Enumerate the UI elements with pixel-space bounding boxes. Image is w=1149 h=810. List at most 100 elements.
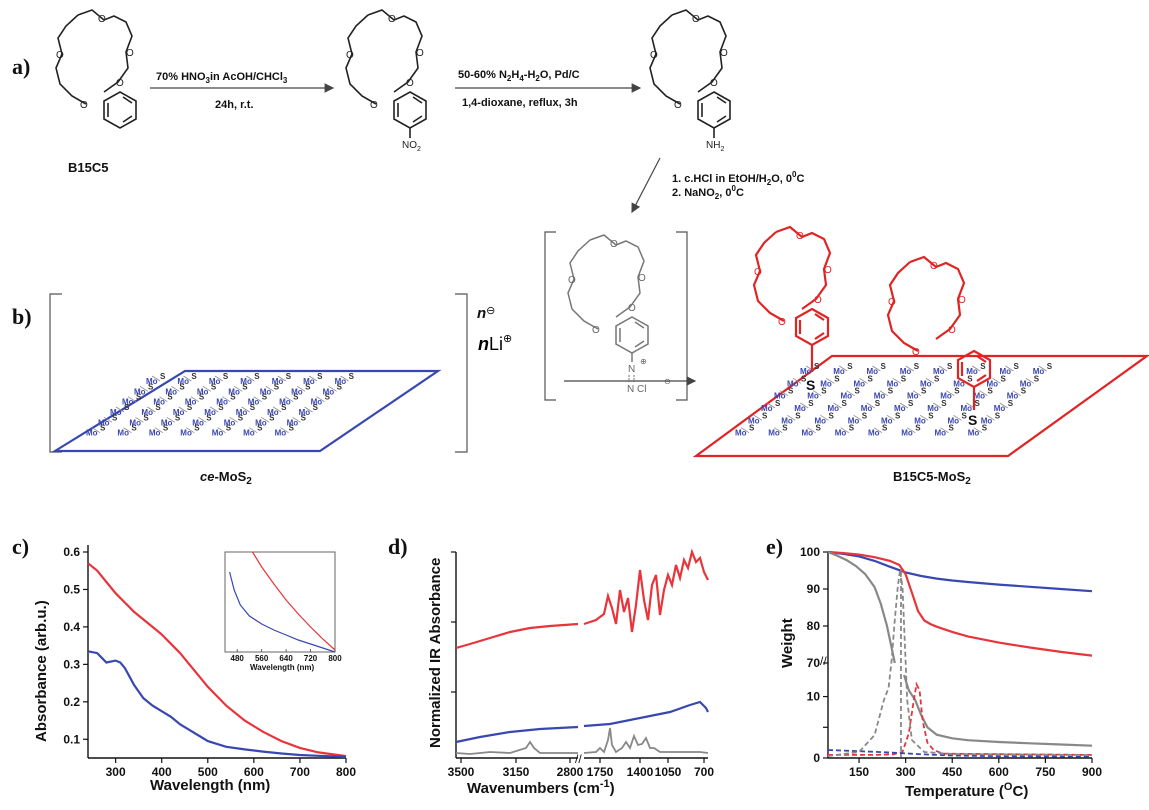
x-tick-label: 3150 bbox=[503, 765, 530, 779]
atom-o: O bbox=[406, 78, 414, 89]
bond bbox=[907, 427, 916, 434]
x-tick-label: 1400 bbox=[627, 765, 654, 779]
y-tick-label: 10 bbox=[807, 690, 821, 704]
atom-o: O bbox=[720, 48, 728, 59]
bond bbox=[214, 375, 224, 382]
bond bbox=[866, 402, 875, 409]
bond bbox=[859, 377, 868, 384]
atom-o: O bbox=[814, 295, 822, 306]
s-atom: S bbox=[301, 413, 307, 422]
bond bbox=[905, 365, 914, 372]
inset-x-tick-label: 800 bbox=[328, 654, 342, 663]
atom-o: O bbox=[56, 50, 64, 61]
mo-atom: Mo bbox=[800, 367, 812, 376]
molecule-benzo-15-crown-5: O O O O O bbox=[55, 9, 137, 129]
s-atom: S bbox=[988, 387, 994, 396]
s-atom: S bbox=[218, 403, 224, 412]
atom-o: O bbox=[692, 14, 700, 25]
bond bbox=[820, 414, 829, 421]
bond bbox=[840, 427, 849, 434]
lithium-counterion: nLi⊕ bbox=[478, 333, 512, 354]
panel-label-d: d) bbox=[388, 534, 408, 559]
bond bbox=[159, 396, 168, 403]
inset-x-tick-label: 640 bbox=[279, 654, 293, 663]
mo-atom: Mo bbox=[833, 367, 845, 376]
mo-atom: Mo bbox=[768, 429, 780, 438]
s-atom: S bbox=[289, 424, 295, 433]
bond bbox=[999, 402, 1008, 409]
mo-atom: Mo bbox=[260, 387, 272, 396]
bond bbox=[846, 390, 855, 397]
s-atom: S bbox=[782, 424, 788, 433]
bond bbox=[800, 402, 809, 409]
x-tick-label: 500 bbox=[198, 765, 218, 779]
bond bbox=[127, 396, 137, 403]
y-tick-label: 100 bbox=[800, 545, 820, 559]
s-atom: S bbox=[262, 393, 268, 402]
step1-conditions: 70% HNO3in AcOH/CHCl3 bbox=[156, 71, 288, 85]
s-atom: S bbox=[967, 374, 973, 383]
s-atom: S bbox=[349, 372, 355, 381]
mo-atom: Mo bbox=[948, 416, 960, 425]
diazo-n: N bbox=[628, 364, 635, 375]
s-atom: S bbox=[1047, 362, 1053, 371]
bracket-right bbox=[455, 293, 468, 453]
s-atom: S bbox=[814, 362, 820, 371]
s-atom: S bbox=[206, 413, 212, 422]
x-tick-label: 300 bbox=[896, 765, 916, 779]
s-atom: S bbox=[230, 393, 236, 402]
s-atom: S bbox=[875, 399, 881, 408]
y-tick-label: 0 bbox=[813, 751, 820, 765]
axis-x-title: Wavelength (nm) bbox=[150, 777, 270, 794]
mo-atom: Mo bbox=[974, 392, 986, 401]
x-tick-label: 600 bbox=[989, 765, 1009, 779]
mo-atom: Mo bbox=[748, 416, 760, 425]
inset-series-line bbox=[251, 551, 336, 651]
bond bbox=[807, 427, 816, 434]
mo-atom: Mo bbox=[933, 367, 945, 376]
bond bbox=[826, 377, 835, 384]
mo-atom: Mo bbox=[887, 379, 899, 388]
inset-x-tick-label: 480 bbox=[231, 654, 245, 663]
x-tick-label: 300 bbox=[106, 765, 126, 779]
step2-conditions: 1,4-dioxane, reflux, 3h bbox=[462, 97, 578, 109]
series-line bbox=[828, 681, 1093, 756]
atom-o: O bbox=[710, 78, 718, 89]
x-tick-label: 3500 bbox=[448, 765, 475, 779]
bond bbox=[123, 427, 132, 434]
y-tick-label: 90 bbox=[807, 582, 821, 596]
mo-atom: Mo bbox=[240, 377, 252, 386]
mo-atom: Mo bbox=[248, 398, 260, 407]
mo-atom: Mo bbox=[914, 416, 926, 425]
mo-atom: Mo bbox=[323, 387, 335, 396]
s-atom: S bbox=[238, 413, 244, 422]
bond bbox=[186, 427, 195, 434]
bond bbox=[1038, 365, 1047, 372]
sulfur-atom: S bbox=[806, 377, 815, 393]
mo-atom: Mo bbox=[287, 418, 299, 427]
series-line bbox=[827, 550, 1093, 657]
mo-atom: Mo bbox=[236, 408, 248, 417]
atom-o: O bbox=[370, 100, 378, 111]
x-tick-label: 900 bbox=[1082, 765, 1102, 779]
s-atom: S bbox=[788, 387, 794, 396]
s-atom: S bbox=[762, 411, 768, 420]
mo-atom: Mo bbox=[255, 418, 267, 427]
y-tick-label: 0.6 bbox=[63, 545, 80, 559]
inset-x-tick-label: 720 bbox=[304, 654, 318, 663]
compound-label-b15c5: B15C5 bbox=[68, 160, 108, 175]
mo-atom: Mo bbox=[224, 418, 236, 427]
s-atom: S bbox=[868, 374, 874, 383]
x-tick-label: 750 bbox=[1035, 765, 1055, 779]
bond bbox=[272, 406, 282, 413]
mo-atom: Mo bbox=[927, 404, 939, 413]
mo-atom: Mo bbox=[153, 398, 165, 407]
panel-label-c: c) bbox=[12, 534, 29, 559]
bond bbox=[260, 416, 270, 423]
s-atom: S bbox=[226, 424, 232, 433]
s-atom: S bbox=[143, 413, 149, 422]
mo-atom: Mo bbox=[165, 387, 177, 396]
mo-atom: Mo bbox=[920, 379, 932, 388]
s-atom: S bbox=[847, 362, 853, 371]
bond bbox=[1005, 365, 1014, 372]
